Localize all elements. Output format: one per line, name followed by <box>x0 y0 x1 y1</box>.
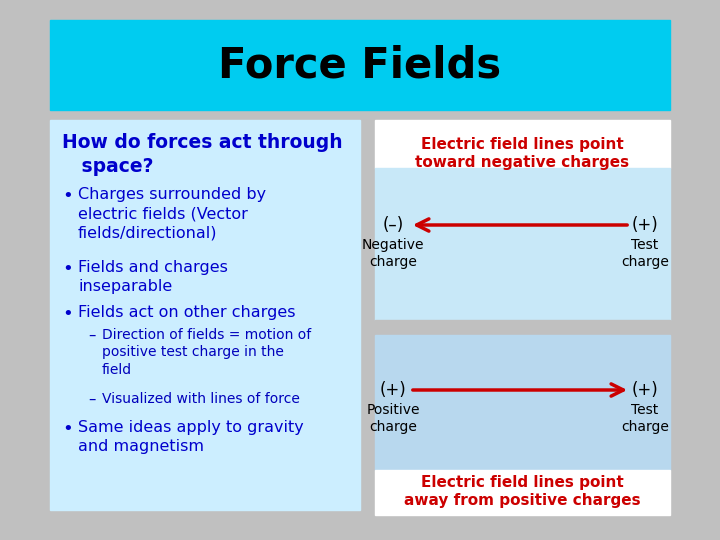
Text: Electric field lines point: Electric field lines point <box>420 475 624 489</box>
Text: (+): (+) <box>631 216 658 234</box>
Bar <box>375 320 670 335</box>
Text: Fields act on other charges: Fields act on other charges <box>78 305 295 320</box>
Text: –: – <box>88 392 95 407</box>
Text: •: • <box>62 305 73 323</box>
Text: (–): (–) <box>382 216 404 234</box>
Text: Force Fields: Force Fields <box>218 44 502 86</box>
Text: •: • <box>62 187 73 205</box>
Text: Negative
charge: Negative charge <box>361 238 424 269</box>
Text: away from positive charges: away from positive charges <box>404 492 640 508</box>
Text: Electric field lines point: Electric field lines point <box>420 137 624 152</box>
Bar <box>375 168 670 320</box>
Text: How do forces act through
   space?: How do forces act through space? <box>62 133 343 176</box>
Text: Test
charge: Test charge <box>621 238 669 269</box>
Bar <box>50 120 360 510</box>
Text: –: – <box>88 328 95 343</box>
Text: Test
charge: Test charge <box>621 403 669 434</box>
Text: Same ideas apply to gravity
and magnetism: Same ideas apply to gravity and magnetis… <box>78 420 304 454</box>
Text: Fields and charges
inseparable: Fields and charges inseparable <box>78 260 228 294</box>
Bar <box>375 470 670 515</box>
Text: Visualized with lines of force: Visualized with lines of force <box>102 392 300 406</box>
Text: Direction of fields = motion of
positive test charge in the
field: Direction of fields = motion of positive… <box>102 328 311 376</box>
Text: •: • <box>62 260 73 278</box>
Bar <box>50 20 670 110</box>
Text: Charges surrounded by
electric fields (Vector
fields/directional): Charges surrounded by electric fields (V… <box>78 187 266 240</box>
Text: toward negative charges: toward negative charges <box>415 156 629 171</box>
Text: (+): (+) <box>631 381 658 399</box>
Text: Positive
charge: Positive charge <box>366 403 420 434</box>
Text: (+): (+) <box>379 381 406 399</box>
Text: •: • <box>62 420 73 438</box>
Bar <box>375 335 670 470</box>
Bar <box>375 120 670 168</box>
